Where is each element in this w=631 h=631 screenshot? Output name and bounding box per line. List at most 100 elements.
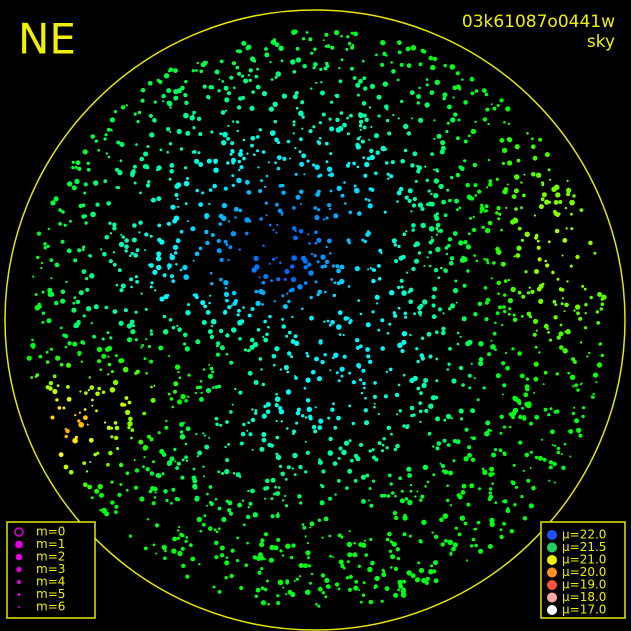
star-dot: [149, 263, 154, 268]
star-dot: [317, 208, 321, 212]
star-dot: [463, 159, 467, 163]
star-dot: [185, 459, 189, 462]
star-dot: [404, 497, 409, 501]
star-dot: [174, 192, 179, 198]
star-dot: [526, 478, 531, 483]
star-dot: [199, 69, 204, 74]
star-dot: [215, 530, 219, 534]
star-dot: [445, 129, 449, 134]
star-dot: [305, 398, 311, 403]
star-dot: [246, 152, 249, 155]
star-dot: [487, 220, 493, 226]
star-dot: [144, 307, 148, 311]
star-dot: [134, 275, 138, 279]
star-dot: [435, 226, 439, 231]
star-dot: [336, 268, 341, 274]
star-dot: [484, 92, 489, 97]
star-dot: [477, 189, 482, 194]
brightness-label: μ=17.0: [562, 603, 606, 617]
star-dot: [449, 64, 456, 70]
star-dot: [376, 302, 379, 305]
star-dot: [416, 386, 421, 391]
magnitude-label: m=0: [36, 525, 65, 539]
star-dot: [445, 270, 448, 273]
star-dot: [277, 579, 284, 586]
star-dot: [334, 582, 340, 587]
star-dot: [536, 239, 540, 243]
star-dot: [239, 319, 245, 324]
star-dot: [513, 188, 519, 194]
star-dot: [106, 201, 111, 206]
star-dot: [231, 174, 235, 178]
star-dot: [444, 246, 449, 250]
star-dot: [517, 226, 522, 231]
star-dot: [411, 203, 417, 208]
star-dot: [229, 410, 233, 414]
star-dot: [517, 351, 522, 356]
star-dot: [327, 238, 332, 244]
star-dot: [330, 278, 334, 281]
star-dot: [236, 559, 240, 563]
star-dot: [452, 542, 458, 548]
star-dot: [363, 408, 368, 413]
magnitude-marker: [18, 606, 20, 608]
star-dot: [212, 386, 215, 389]
star-dot: [202, 368, 206, 371]
star-dot: [428, 226, 435, 232]
star-dot: [328, 496, 333, 501]
star-dot: [309, 526, 312, 529]
star-dot: [377, 277, 382, 281]
star-dot: [97, 359, 102, 364]
star-dot: [60, 239, 65, 244]
star-dot: [290, 276, 297, 283]
star-dot: [194, 295, 199, 300]
star-dot: [556, 335, 561, 340]
star-dot: [231, 327, 237, 333]
star-dot: [508, 425, 512, 429]
star-dot: [469, 483, 475, 489]
star-dot: [250, 143, 254, 148]
star-dot: [64, 434, 68, 439]
star-dot: [172, 218, 178, 224]
star-dot: [522, 416, 527, 421]
star-dot: [109, 232, 113, 235]
star-dot: [538, 204, 544, 210]
star-dot: [194, 495, 200, 501]
star-dot: [356, 93, 360, 97]
star-dot: [208, 526, 213, 531]
star-dot: [90, 496, 94, 500]
star-dot: [503, 309, 507, 314]
star-dot: [531, 172, 536, 177]
star-dot: [208, 363, 211, 366]
star-dot: [176, 536, 181, 540]
star-dot: [337, 587, 341, 591]
star-dot: [401, 331, 408, 337]
star-dot: [538, 137, 542, 142]
star-dot: [425, 83, 429, 87]
star-dot: [336, 185, 342, 191]
star-dot: [452, 231, 458, 236]
star-dot: [117, 268, 122, 273]
star-dot: [306, 406, 312, 413]
star-dot: [580, 382, 583, 385]
star-dot: [320, 264, 325, 269]
star-dot: [166, 293, 170, 297]
star-dot: [298, 563, 304, 568]
star-dot: [420, 222, 426, 229]
star-dot: [387, 531, 392, 537]
star-dot: [374, 171, 378, 176]
star-dot: [192, 150, 197, 154]
star-dot: [489, 517, 495, 524]
star-dot: [400, 592, 407, 598]
star-dot: [261, 432, 267, 437]
star-dot: [378, 248, 383, 253]
star-dot: [282, 156, 287, 161]
star-dot: [394, 494, 397, 498]
star-dot: [500, 228, 503, 232]
star-dot: [458, 165, 463, 170]
star-dot: [77, 350, 82, 356]
star-dot: [302, 526, 307, 530]
star-dot: [304, 416, 308, 419]
star-dot: [555, 213, 560, 217]
star-dot: [490, 103, 493, 106]
